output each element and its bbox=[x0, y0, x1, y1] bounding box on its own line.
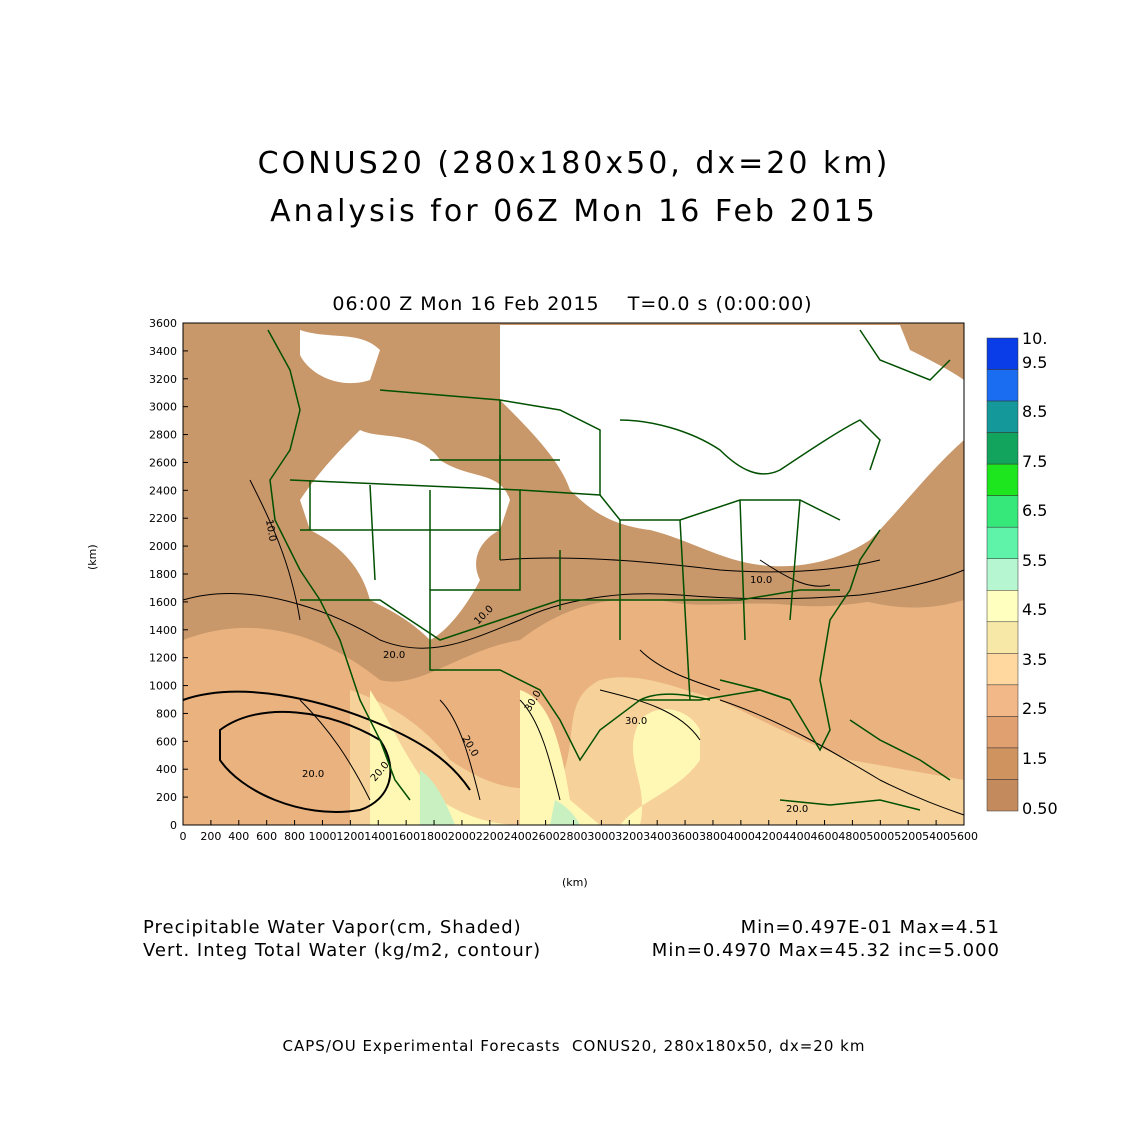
y-tick-label: 1600 bbox=[149, 596, 177, 609]
colorbar-level-label: 4.5 bbox=[1022, 600, 1047, 619]
x-tick-label: 5600 bbox=[950, 830, 978, 843]
x-tick-label: 800 bbox=[284, 830, 305, 843]
x-tick-label: 5200 bbox=[894, 830, 922, 843]
x-tick-label: 200 bbox=[200, 830, 221, 843]
valid-time-label: 06:00 Z Mon 16 Feb 2015 T=0.0 s (0:00:00… bbox=[332, 293, 813, 315]
x-tick-label: 1800 bbox=[420, 830, 448, 843]
colorbar-swatch bbox=[986, 495, 1019, 528]
contour-label: 20.0 bbox=[383, 650, 405, 661]
colorbar-swatch bbox=[986, 337, 1019, 370]
y-tick-label: 3400 bbox=[149, 345, 177, 358]
shaded-field-description: Precipitable Water Vapor(cm, Shaded) bbox=[143, 917, 522, 938]
y-tick-label: 2400 bbox=[149, 484, 177, 497]
colorbar-level-label: 1.5 bbox=[1022, 749, 1047, 768]
x-tick-label: 4600 bbox=[811, 830, 839, 843]
colorbar-level-label: 5.5 bbox=[1022, 551, 1047, 570]
x-tick-label: 2400 bbox=[504, 830, 532, 843]
y-tick-label: 2200 bbox=[149, 512, 177, 525]
colorbar-swatch bbox=[986, 684, 1019, 717]
y-axis-ticks: 0 200 400 600 800 1000 1200 1400 1600 1800 2000 220… bbox=[149, 317, 188, 832]
x-tick-label: 3600 bbox=[671, 830, 699, 843]
contour-field-range: Min=0.4970 Max=45.32 inc=5.000 bbox=[651, 940, 1000, 961]
y-tick-label: 2600 bbox=[149, 456, 177, 469]
colorbar-level-label: 7.5 bbox=[1022, 452, 1047, 471]
contour-label: 10.0 bbox=[263, 519, 278, 543]
y-tick-label: 1800 bbox=[149, 568, 177, 581]
colorbar-level-label: 10. bbox=[1022, 329, 1047, 348]
y-tick-label: 2800 bbox=[149, 429, 177, 442]
contour-field-description: Vert. Integ Total Water (kg/m2, contour) bbox=[143, 940, 542, 961]
colorbar-swatch bbox=[986, 779, 1019, 812]
x-tick-label: 600 bbox=[256, 830, 277, 843]
x-tick-label: 5000 bbox=[866, 830, 894, 843]
x-tick-label: 3000 bbox=[587, 830, 615, 843]
x-tick-label: 4000 bbox=[727, 830, 755, 843]
colorbar-swatch bbox=[986, 558, 1019, 591]
x-tick-label: 2000 bbox=[448, 830, 476, 843]
colorbar-level-label: 9.5 bbox=[1022, 353, 1047, 372]
colorbar-swatch bbox=[986, 400, 1019, 433]
colorbar-swatch bbox=[986, 716, 1019, 749]
colorbar: 10. 9.5 8.5 7.5 6.5 5.5 4.5 3.5 2.5 1.5 0.50 bbox=[986, 329, 1058, 818]
precipitable-water-map: 10.0 10.0 10.0 20.0 20.0 20.0 20.0 30.0 … bbox=[149, 317, 1058, 843]
x-tick-label: 1600 bbox=[392, 830, 420, 843]
colorbar-swatch bbox=[986, 621, 1019, 654]
figure-title-line-2: Analysis for 06Z Mon 16 Feb 2015 bbox=[270, 194, 878, 229]
political-boundaries bbox=[267, 329, 951, 811]
colorbar-level-label: 8.5 bbox=[1022, 402, 1047, 421]
colorbar-level-label: 6.5 bbox=[1022, 501, 1047, 520]
x-axis-ticks: 0 200 400 600 800 1000 1200 1400 1600 1800 2000 220… bbox=[180, 820, 978, 843]
colorbar-swatch bbox=[986, 653, 1019, 686]
y-axis-label: (km) bbox=[86, 544, 99, 570]
figure-title-line-1: CONUS20 (280x180x50, dx=20 km) bbox=[257, 146, 891, 181]
x-tick-label: 1000 bbox=[308, 830, 336, 843]
shaded-field bbox=[183, 323, 964, 825]
y-tick-label: 800 bbox=[156, 707, 177, 720]
x-tick-label: 2600 bbox=[532, 830, 560, 843]
x-tick-label: 2800 bbox=[560, 830, 588, 843]
x-tick-label: 3400 bbox=[643, 830, 671, 843]
colorbar-swatch bbox=[986, 463, 1019, 496]
y-tick-label: 1400 bbox=[149, 624, 177, 637]
credit-line: CAPS/OU Experimental Forecasts CONUS20, … bbox=[282, 1037, 866, 1055]
colorbar-swatch bbox=[986, 432, 1019, 465]
colorbar-swatch bbox=[986, 369, 1019, 402]
y-tick-label: 1000 bbox=[149, 680, 177, 693]
y-tick-label: 2000 bbox=[149, 540, 177, 553]
y-tick-label: 3000 bbox=[149, 401, 177, 414]
x-axis-label: (km) bbox=[562, 876, 588, 889]
colorbar-level-label: 3.5 bbox=[1022, 650, 1047, 669]
x-tick-label: 2200 bbox=[476, 830, 504, 843]
colorbar-swatch bbox=[986, 590, 1019, 623]
y-tick-label: 0 bbox=[170, 819, 177, 832]
colorbar-level-label: 2.5 bbox=[1022, 699, 1047, 718]
colorbar-swatch bbox=[986, 526, 1019, 559]
x-tick-label: 4400 bbox=[783, 830, 811, 843]
x-tick-label: 3200 bbox=[615, 830, 643, 843]
contour-label: 10.0 bbox=[750, 575, 772, 586]
y-tick-label: 200 bbox=[156, 791, 177, 804]
contour-label: 20.0 bbox=[302, 769, 324, 780]
shaded-field-range: Min=0.497E-01 Max=4.51 bbox=[740, 917, 1000, 938]
y-tick-label: 1200 bbox=[149, 652, 177, 665]
contour-label: 30.0 bbox=[625, 716, 647, 727]
x-tick-label: 1400 bbox=[364, 830, 392, 843]
x-tick-label: 3800 bbox=[699, 830, 727, 843]
x-tick-label: 0 bbox=[180, 830, 187, 843]
colorbar-swatch bbox=[986, 747, 1019, 780]
x-tick-label: 1200 bbox=[336, 830, 364, 843]
x-tick-label: 5400 bbox=[922, 830, 950, 843]
contour-label: 20.0 bbox=[786, 804, 808, 815]
total-water-contours bbox=[182, 479, 965, 816]
x-tick-label: 4800 bbox=[838, 830, 866, 843]
y-tick-label: 3200 bbox=[149, 373, 177, 386]
x-tick-label: 400 bbox=[228, 830, 249, 843]
y-tick-label: 600 bbox=[156, 735, 177, 748]
x-tick-label: 4200 bbox=[755, 830, 783, 843]
y-tick-label: 3600 bbox=[149, 317, 177, 330]
colorbar-level-label: 0.50 bbox=[1022, 799, 1058, 818]
y-tick-label: 400 bbox=[156, 763, 177, 776]
